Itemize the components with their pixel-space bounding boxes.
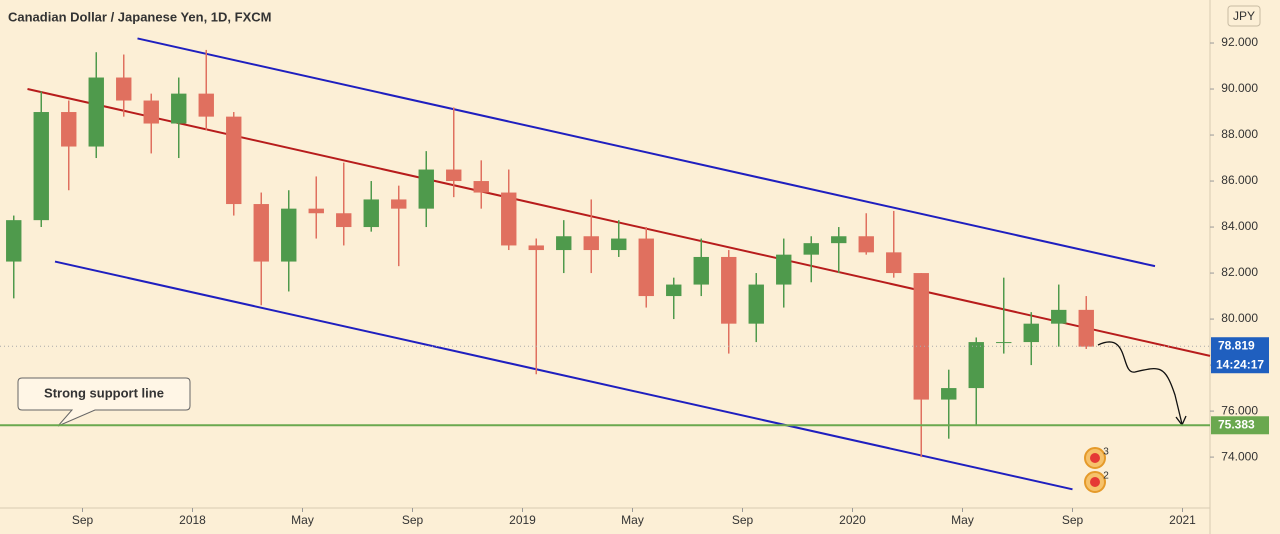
trend-line [54,260,1073,491]
y-tick-label: 86.000 [1221,173,1258,187]
candle-body [693,256,709,285]
y-tick-label: 74.000 [1221,449,1258,463]
candle-body [473,181,489,193]
candle-body [1078,309,1094,347]
candle-body [776,254,792,285]
candle-body [33,112,49,221]
last-price-label: 78.819 [1218,338,1255,352]
candle-body [831,236,847,244]
forecast-arrow [1097,341,1183,425]
y-tick-label: 88.000 [1221,127,1258,141]
currency-box[interactable] [1227,5,1261,27]
candle-body [803,243,819,255]
x-tick-label: 2021 [1169,513,1196,527]
event-flag [1090,477,1100,487]
x-tick-label: May [621,513,644,527]
x-tick-label: 2019 [509,513,536,527]
candle-body [583,236,599,251]
trend-line [137,37,1156,268]
candle-body [528,245,544,251]
x-tick-label: Sep [402,513,424,527]
candle-body [363,199,379,228]
candle-body [6,220,22,262]
candle-body [253,204,269,262]
candle-body [913,273,929,400]
countdown-label: 14:24:17 [1216,357,1264,371]
x-tick-label: 2020 [839,513,866,527]
candle-body [308,208,324,214]
currency-label: JPY [1233,9,1255,23]
candle-body [171,93,187,124]
candle-body [446,169,462,182]
y-tick-label: 84.000 [1221,219,1258,233]
candle-body [116,77,132,101]
candle-body [638,238,654,297]
candle-body [748,284,764,324]
event-count: 3 [1103,447,1109,458]
candle-body [996,342,1012,344]
candle-body [281,208,297,262]
x-tick-label: Sep [1062,513,1084,527]
x-tick-label: Sep [732,513,754,527]
candle-body [391,199,407,209]
candle-body [61,112,77,147]
candle-body [143,100,159,124]
candle-body [1051,309,1067,324]
candle-body [941,388,957,400]
y-tick-label: 92.000 [1221,35,1258,49]
y-tick-label: 76.000 [1221,403,1258,417]
event-flag [1090,453,1100,463]
candle-body [336,213,352,228]
support-badge [1211,416,1269,435]
candle-body [858,236,874,253]
candle-body [666,284,682,297]
candle-body [886,252,902,274]
last-price-badge [1211,337,1269,374]
candle-body [721,256,737,324]
y-tick-label: 82.000 [1221,265,1258,279]
y-tick-label: 80.000 [1221,311,1258,325]
event-count: 2 [1103,471,1109,482]
candle-body [418,169,434,209]
x-tick-label: May [291,513,314,527]
x-tick-label: Sep [72,513,94,527]
y-tick-label: 90.000 [1221,81,1258,95]
chart-title: Canadian Dollar / Japanese Yen, 1D, FXCM [8,9,271,24]
x-tick-label: 2018 [179,513,206,527]
candle-body [226,116,242,205]
candle-body [968,342,984,389]
callout [17,377,191,427]
candle-body [1023,323,1039,343]
x-tick-label: May [951,513,974,527]
candle-body [198,93,214,117]
callout-text: Strong support line [44,385,164,400]
support-label: 75.383 [1218,417,1255,431]
candle-body [88,77,104,147]
candle-body [556,236,572,251]
candle-body [611,238,627,251]
candle-body [501,192,517,246]
